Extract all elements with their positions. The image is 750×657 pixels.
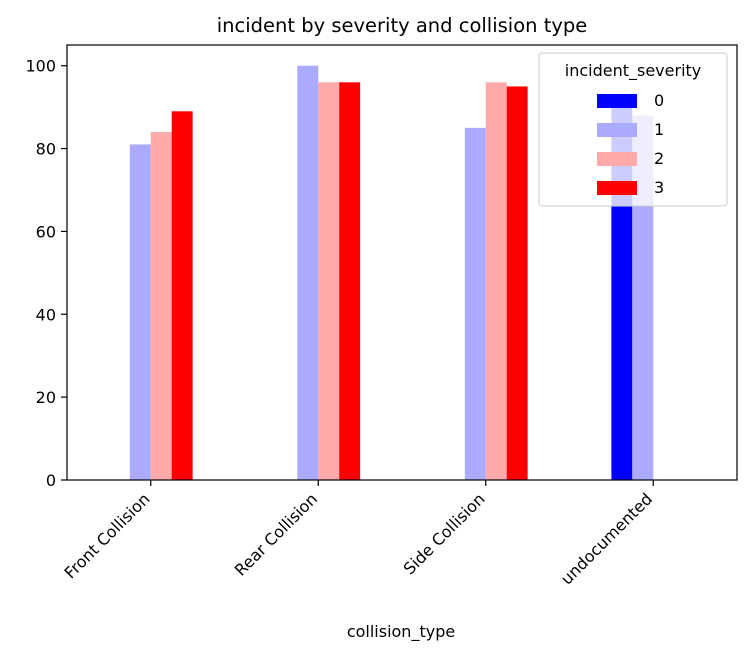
plot-frame bbox=[66, 44, 738, 481]
bar-severity-1-undocumented bbox=[632, 115, 654, 481]
legend-label-0: 0 bbox=[654, 91, 664, 110]
bar-severity-3-side-collision bbox=[506, 86, 528, 481]
x-tick-label: Rear Collision bbox=[231, 489, 321, 579]
bar-severity-2-front-collision bbox=[150, 132, 172, 480]
bar-severity-2-side-collision bbox=[485, 82, 507, 480]
bar-severity-3-front-collision bbox=[171, 111, 193, 480]
legend-label-1: 1 bbox=[654, 120, 664, 139]
bar-severity-1-side-collision bbox=[464, 127, 486, 481]
bars-layer bbox=[129, 65, 654, 481]
legend-title: incident_severity bbox=[565, 61, 702, 81]
chart-title: incident by severity and collision type bbox=[217, 14, 588, 37]
y-tick-label: 80 bbox=[36, 140, 56, 159]
legend-swatch-2 bbox=[597, 152, 637, 166]
x-axis-label: collision_type bbox=[347, 622, 455, 642]
y-tick-label: 0 bbox=[46, 471, 56, 490]
bar-severity-2-rear-collision bbox=[318, 82, 340, 480]
legend-swatch-3 bbox=[597, 181, 637, 195]
bar-severity-1-rear-collision bbox=[297, 65, 319, 481]
legend-label-2: 2 bbox=[654, 149, 664, 168]
x-tick-label: Front Collision bbox=[61, 489, 154, 582]
legend-label-3: 3 bbox=[654, 178, 664, 197]
legend-swatch-1 bbox=[597, 123, 637, 137]
y-tick-label: 60 bbox=[36, 222, 56, 241]
x-tick-label: Side Collision bbox=[400, 489, 489, 578]
legend-swatch-0 bbox=[597, 94, 637, 108]
y-tick-label: 20 bbox=[36, 388, 56, 407]
bar-severity-1-front-collision bbox=[129, 144, 151, 480]
legend: incident_severity 0 1 2 3 bbox=[538, 52, 728, 207]
y-tick-label: 100 bbox=[25, 57, 56, 76]
bar-severity-3-rear-collision bbox=[339, 82, 361, 480]
x-tick-label: undocumented bbox=[557, 489, 656, 588]
y-tick-label: 40 bbox=[36, 305, 56, 324]
